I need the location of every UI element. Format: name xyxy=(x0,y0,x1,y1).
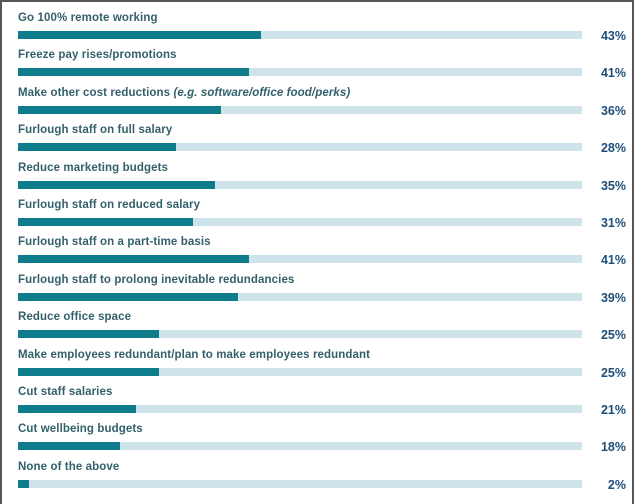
bar-track xyxy=(18,31,582,39)
value-label: 2% xyxy=(607,477,626,492)
category-label: Reduce office space xyxy=(18,307,626,324)
bar-track xyxy=(18,442,582,451)
value-label: 41% xyxy=(600,66,626,81)
bar-chart-row: None of the above 2% xyxy=(18,457,626,494)
bar-line: 41% xyxy=(18,253,626,268)
bar-fill xyxy=(18,442,120,451)
bar-fill xyxy=(18,105,222,114)
bar-chart-row: Furlough staff on a part-time basis 41% xyxy=(18,232,626,269)
category-label: Reduce marketing budgets xyxy=(18,158,626,175)
bar-chart-row: Furlough staff to prolong inevitable red… xyxy=(18,270,626,307)
bar-track xyxy=(18,180,582,189)
category-label-text: Furlough staff on a part-time basis xyxy=(18,236,211,249)
category-label-text: Furlough staff on full salary xyxy=(18,124,173,137)
value-label: 35% xyxy=(600,178,626,193)
bar-fill xyxy=(18,143,176,152)
category-label-text: Freeze pay rises/promotions xyxy=(18,49,177,62)
category-label-text: Furlough staff on reduced salary xyxy=(18,198,201,211)
bar-chart-row: Cut staff salaries 21% xyxy=(18,382,626,419)
value-label: 28% xyxy=(600,141,626,156)
bar-chart-row: Reduce office space 25% xyxy=(18,307,626,344)
category-label: Furlough staff on a part-time basis xyxy=(18,232,626,249)
bar-fill xyxy=(18,479,30,488)
bar-chart-row: Furlough staff on reduced salary 31% xyxy=(18,195,626,232)
value-label: 31% xyxy=(600,215,626,230)
bar-fill xyxy=(18,292,238,301)
category-label-text: Reduce office space xyxy=(18,311,132,324)
bar-line: 39% xyxy=(18,290,626,305)
bar-fill xyxy=(18,255,250,264)
bar-line: 25% xyxy=(18,365,626,380)
value-label: 41% xyxy=(600,253,626,268)
bar-track xyxy=(18,479,582,488)
category-label: Freeze pay rises/promotions xyxy=(18,45,626,62)
bar-fill xyxy=(18,367,159,376)
bar-line: 41% xyxy=(18,66,626,81)
survey-bar-chart: Go 100% remote working 43% Freeze pay ri… xyxy=(2,2,632,494)
category-label: Furlough staff on full salary xyxy=(18,120,626,137)
bar-fill xyxy=(18,31,261,39)
category-label: Furlough staff to prolong inevitable red… xyxy=(18,270,626,287)
value-label: 21% xyxy=(600,402,626,417)
bar-line: 35% xyxy=(18,178,626,193)
bar-fill xyxy=(18,180,216,189)
bar-track xyxy=(18,217,582,226)
category-label: Furlough staff on reduced salary xyxy=(18,195,626,212)
category-label-text: Cut staff salaries xyxy=(18,385,113,398)
category-label-text: Furlough staff to prolong inevitable red… xyxy=(18,273,295,286)
bar-line: 21% xyxy=(18,402,626,417)
bar-chart-row: Reduce marketing budgets 35% xyxy=(18,158,626,195)
bar-line: 31% xyxy=(18,215,626,230)
bar-line: 2% xyxy=(18,477,626,492)
bar-line: 43% xyxy=(18,29,626,43)
bar-track xyxy=(18,404,582,413)
category-label-text: Reduce marketing budgets xyxy=(18,161,169,174)
category-label: Cut staff salaries xyxy=(18,382,626,399)
bar-chart-row: Make other cost reductions (e.g. softwar… xyxy=(18,83,626,120)
category-label-text: Cut wellbeing budgets xyxy=(18,423,143,436)
value-label: 36% xyxy=(600,103,626,118)
bar-fill xyxy=(18,330,159,339)
category-label: Make other cost reductions (e.g. softwar… xyxy=(18,83,626,100)
category-label-text: Go 100% remote working xyxy=(18,12,158,24)
bar-track xyxy=(18,143,582,152)
bar-track xyxy=(18,255,582,264)
value-label: 39% xyxy=(600,290,626,305)
value-label: 18% xyxy=(600,440,626,455)
bar-line: 36% xyxy=(18,103,626,118)
bar-track xyxy=(18,105,582,114)
category-label: None of the above xyxy=(18,457,626,474)
bar-line: 18% xyxy=(18,440,626,455)
bar-track xyxy=(18,68,582,77)
value-label: 25% xyxy=(600,365,626,380)
category-label-text: None of the above xyxy=(18,460,120,473)
bar-fill xyxy=(18,217,193,226)
bar-fill xyxy=(18,404,137,413)
category-label-text: Make other cost reductions xyxy=(18,86,174,99)
bar-track xyxy=(18,330,582,339)
value-label: 43% xyxy=(600,29,626,43)
category-label-note: (e.g. software/office food/perks) xyxy=(173,86,351,99)
bar-chart-row: Furlough staff on full salary 28% xyxy=(18,120,626,157)
category-label: Go 100% remote working xyxy=(18,8,626,25)
bar-line: 25% xyxy=(18,328,626,343)
bar-track xyxy=(18,367,582,376)
bar-chart-row: Cut wellbeing budgets 18% xyxy=(18,419,626,456)
bar-line: 28% xyxy=(18,141,626,156)
bar-chart-row: Make employees redundant/plan to make em… xyxy=(18,345,626,382)
bar-chart-row: Freeze pay rises/promotions 41% xyxy=(18,45,626,82)
category-label: Cut wellbeing budgets xyxy=(18,419,626,436)
value-label: 25% xyxy=(600,328,626,343)
bar-track xyxy=(18,292,582,301)
bar-fill xyxy=(18,68,250,77)
bar-chart-row: Go 100% remote working 43% xyxy=(18,8,626,45)
category-label: Make employees redundant/plan to make em… xyxy=(18,345,626,362)
category-label-text: Make employees redundant/plan to make em… xyxy=(18,348,371,361)
